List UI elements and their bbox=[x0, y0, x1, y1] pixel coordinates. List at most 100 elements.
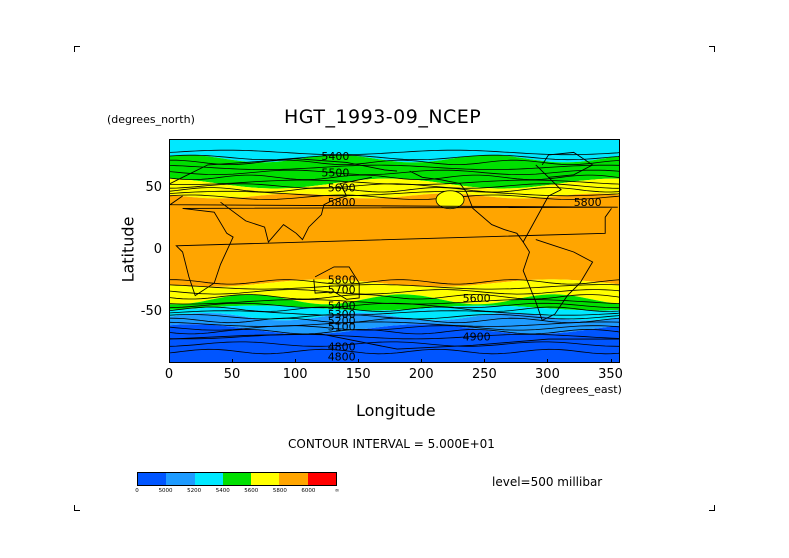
y-axis-label: Latitude bbox=[118, 216, 138, 283]
coastline bbox=[541, 151, 594, 178]
x-unit-label: (degrees_east) bbox=[540, 383, 622, 396]
colorbar-label: 5000 bbox=[158, 488, 173, 494]
chart-title: HGT_1993-09_NCEP bbox=[284, 106, 482, 128]
crop-mark-top-right bbox=[709, 46, 715, 52]
x-tick-label: 200 bbox=[408, 367, 434, 382]
contour-line bbox=[170, 294, 619, 300]
contour-line bbox=[170, 321, 619, 327]
colorbar-label: 0 bbox=[135, 488, 139, 494]
coastline bbox=[313, 266, 360, 300]
contour-line bbox=[170, 317, 619, 324]
coastline bbox=[170, 158, 398, 185]
contour-line bbox=[170, 174, 619, 180]
x-tick-label: 0 bbox=[164, 367, 174, 382]
contour-label: 4800 bbox=[328, 351, 356, 363]
x-tick-mark bbox=[232, 359, 234, 363]
x-axis-label: Longitude bbox=[356, 401, 436, 420]
coastlines bbox=[170, 151, 619, 350]
band-0 bbox=[170, 140, 619, 163]
contour-label: 4800 bbox=[328, 341, 356, 354]
contour-line bbox=[170, 154, 619, 161]
contour-line bbox=[170, 310, 619, 316]
coastline bbox=[170, 333, 619, 350]
contour-interval-text: CONTOUR INTERVAL = 5.000E+01 bbox=[288, 437, 495, 451]
coastline bbox=[522, 239, 594, 322]
crop-mark-bottom-right bbox=[709, 505, 715, 511]
y-tick-label: 50 bbox=[145, 179, 162, 195]
contour-line bbox=[170, 348, 619, 355]
x-tick-mark bbox=[484, 359, 486, 363]
colorbar-swatch bbox=[222, 473, 252, 485]
contour-line bbox=[170, 149, 619, 156]
contour-lines bbox=[170, 149, 619, 355]
y-tick-label: 0 bbox=[153, 242, 162, 257]
x-tick-label: 100 bbox=[282, 367, 308, 382]
contour-line bbox=[170, 183, 619, 189]
colorbar-swatch bbox=[166, 473, 195, 485]
contour-line bbox=[170, 302, 619, 309]
contour-line bbox=[170, 164, 619, 170]
coastline bbox=[220, 176, 372, 243]
y-tick-label: -50 bbox=[140, 304, 162, 320]
contour-label: 5500 bbox=[321, 166, 349, 179]
contour-label: 5200 bbox=[328, 314, 356, 327]
contour-line bbox=[170, 279, 619, 285]
x-tick-label: 300 bbox=[535, 367, 560, 382]
crop-mark-top-left bbox=[74, 46, 80, 52]
contour-label: 5300 bbox=[328, 308, 356, 321]
contour-line bbox=[170, 159, 619, 165]
band-8 bbox=[170, 324, 619, 362]
x-tick-label: 50 bbox=[223, 367, 241, 382]
x-tick-mark bbox=[169, 359, 170, 363]
colorbar-swatch bbox=[251, 473, 280, 485]
contour-line bbox=[170, 169, 619, 175]
contour-line bbox=[170, 341, 619, 347]
colorbar-label: ∞ bbox=[334, 488, 340, 494]
colorbar-label: 5200 bbox=[187, 488, 202, 494]
contour-line bbox=[170, 179, 619, 186]
crop-mark-bottom-left bbox=[74, 505, 80, 511]
contour-label: 5800 bbox=[328, 273, 356, 286]
contour-label: 5100 bbox=[328, 321, 356, 334]
coastline bbox=[170, 195, 618, 297]
colorbar-swatch bbox=[279, 473, 308, 485]
contour-line bbox=[170, 325, 619, 331]
colorbar-label: 5600 bbox=[244, 488, 259, 494]
x-tick-label: 350 bbox=[598, 367, 623, 382]
colorbar-label: 6000 bbox=[301, 488, 316, 494]
contour-line bbox=[170, 328, 619, 335]
contour-label: 5600 bbox=[463, 292, 491, 305]
contour-line bbox=[170, 194, 619, 200]
level-text: level=500 millibar bbox=[492, 475, 603, 489]
band-4 bbox=[170, 279, 619, 305]
coastline bbox=[409, 164, 562, 243]
colorbar-label: 5800 bbox=[272, 488, 287, 494]
x-tick-label: 150 bbox=[345, 367, 371, 382]
x-tick-mark bbox=[358, 359, 360, 363]
contour-label: 5600 bbox=[328, 181, 356, 194]
contour-line bbox=[170, 306, 619, 312]
high-pressure-cell bbox=[435, 190, 465, 210]
contour-label: 5400 bbox=[328, 300, 356, 313]
x-tick-mark bbox=[295, 359, 297, 363]
colorbar-swatch bbox=[307, 473, 336, 485]
contour-label: 5800 bbox=[328, 196, 356, 209]
contour-label: 4900 bbox=[463, 331, 491, 344]
color-bands bbox=[170, 140, 619, 362]
plot-area: 5400 5500 5600 5800 5800 5800 5700 5600 5400 5300… bbox=[169, 139, 620, 363]
colorbar-label: 5400 bbox=[215, 488, 230, 494]
x-tick-mark bbox=[547, 359, 549, 363]
contour-line bbox=[170, 187, 619, 193]
band-5 bbox=[170, 294, 619, 311]
contour-line bbox=[170, 284, 619, 290]
contour-label: 5800 bbox=[574, 196, 602, 209]
colorbar-swatch bbox=[138, 473, 167, 485]
colorbar bbox=[137, 472, 337, 486]
colorbar-swatch bbox=[194, 473, 223, 485]
x-tick-mark bbox=[610, 359, 612, 363]
x-tick-label: 250 bbox=[471, 367, 497, 382]
contour-label: 5700 bbox=[328, 283, 356, 296]
x-tick-mark bbox=[421, 359, 423, 363]
